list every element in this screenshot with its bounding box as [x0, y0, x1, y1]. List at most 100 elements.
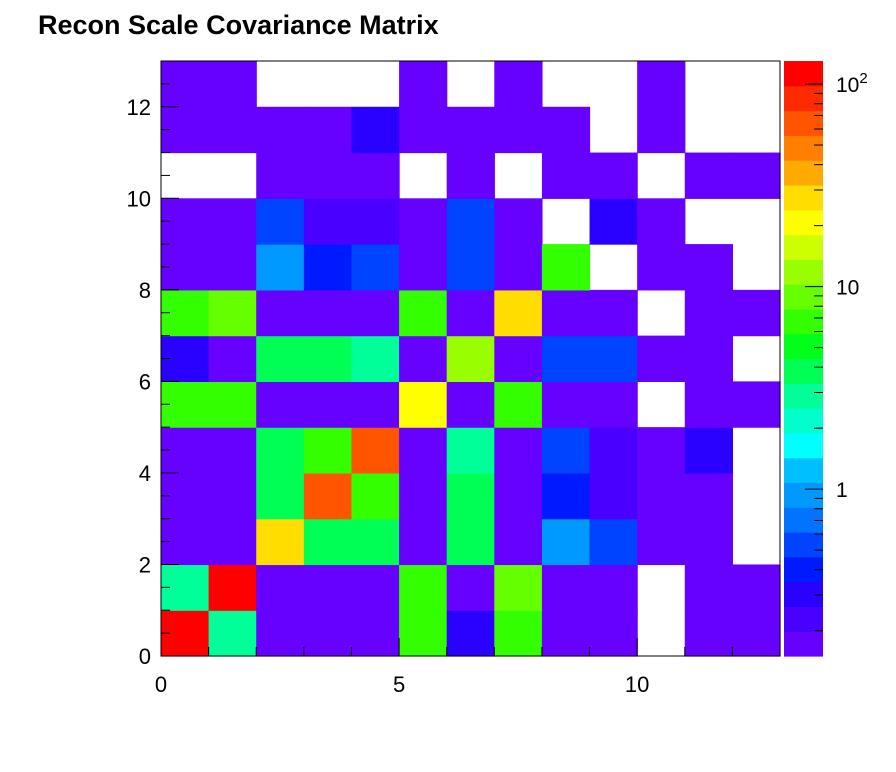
heatmap-cell	[399, 106, 448, 154]
heatmap-cell	[303, 198, 353, 245]
heatmap-cell	[351, 198, 400, 245]
heatmap-cell	[494, 335, 543, 382]
x-tick-label: 0	[155, 672, 167, 697]
heatmap-cell	[494, 610, 543, 657]
heatmap-cell	[351, 335, 400, 382]
color-palette: 1 10 102	[784, 61, 868, 657]
heatmap-cell	[446, 244, 495, 291]
heatmap-cell	[208, 564, 257, 611]
heatmap-cell	[399, 427, 448, 474]
palette-swatch	[784, 432, 823, 459]
heatmap-cell	[256, 472, 305, 520]
heatmap-cell	[256, 335, 305, 382]
heatmap-cell	[256, 427, 305, 474]
heatmap-cell	[589, 381, 638, 428]
heatmap-cell	[256, 198, 305, 245]
palette-swatch	[784, 507, 823, 533]
palette-swatch	[784, 606, 823, 632]
heatmap-cell	[637, 198, 686, 245]
palette-swatch	[784, 408, 823, 434]
heatmap-cell	[208, 335, 257, 382]
heatmap-cell	[351, 381, 400, 428]
heatmap-cell	[303, 289, 353, 337]
chart-title: Recon Scale Covariance Matrix	[38, 10, 439, 40]
heatmap-cell	[637, 472, 686, 520]
palette-swatch	[784, 333, 823, 360]
heatmap-cell	[589, 289, 638, 337]
palette-tick-label: 102	[836, 70, 868, 97]
heatmap-cell	[732, 152, 781, 199]
heatmap-cell	[446, 564, 495, 611]
heatmap-cell	[637, 335, 686, 382]
heatmap-cell	[637, 61, 686, 108]
heatmap-cell	[684, 244, 733, 291]
heatmap-cell	[637, 244, 686, 291]
heatmap-cell	[494, 106, 543, 154]
heatmap-cell	[399, 518, 448, 566]
heatmap-cell	[684, 564, 733, 611]
palette-swatch	[784, 532, 823, 558]
heatmap-cell	[303, 244, 353, 291]
heatmap-cell	[541, 610, 591, 657]
heatmap-cell	[303, 518, 353, 566]
palette-tick-label: 10	[836, 277, 859, 300]
palette-swatch	[784, 160, 823, 186]
palette-swatch	[784, 135, 823, 161]
palette-swatch	[784, 457, 823, 484]
heatmap-cell	[732, 610, 781, 657]
heatmap-cell	[208, 244, 257, 291]
heatmap-cell	[256, 152, 305, 199]
heatmap-cell	[399, 61, 448, 108]
y-tick-label: 2	[139, 552, 151, 577]
heatmap-cell	[589, 198, 638, 245]
heatmap-cell	[541, 518, 591, 566]
axes: 0 5 10 0 2 4 6 8 10 12	[127, 60, 781, 697]
heatmap-cell	[303, 472, 353, 520]
heatmap-cell	[351, 244, 400, 291]
heatmap-cell	[494, 244, 543, 291]
heatmap-cell	[684, 610, 733, 657]
heatmap-cell	[303, 106, 353, 154]
heatmap-cell	[399, 289, 448, 337]
heatmap-cell	[494, 518, 543, 566]
heatmap-cell	[303, 381, 353, 428]
heatmap-cell	[589, 152, 638, 199]
heatmap-cell	[351, 518, 400, 566]
heatmap-cell	[351, 564, 400, 611]
heatmap-cell	[494, 472, 543, 520]
heatmap-cell	[494, 427, 543, 474]
palette-swatch	[784, 61, 823, 87]
heatmap-cell	[494, 61, 543, 108]
heatmap-cell	[541, 152, 591, 199]
heatmap-cell	[399, 610, 448, 657]
x-tick-label: 10	[625, 672, 649, 697]
heatmap-cell	[637, 106, 686, 154]
heatmap-cell	[541, 106, 591, 154]
palette-swatch	[784, 234, 823, 260]
heatmap-cell	[399, 335, 448, 382]
heatmap-cell	[732, 381, 781, 428]
heatmap-cell	[589, 610, 638, 657]
heatmap-cell	[494, 289, 543, 337]
heatmap-cell	[399, 198, 448, 245]
heatmap-cell	[208, 518, 257, 566]
palette-swatch	[784, 358, 823, 384]
heatmap-cell	[208, 106, 257, 154]
palette-tick-label: 1	[836, 479, 848, 502]
y-tick-label: 12	[127, 95, 151, 120]
heatmap-cell	[541, 289, 591, 337]
heatmap-cell	[351, 106, 400, 154]
heatmap-cell	[208, 427, 257, 474]
y-tick-label: 4	[139, 461, 151, 486]
heatmap-cell	[446, 152, 495, 199]
heatmap-cell	[541, 335, 591, 382]
palette-swatch	[784, 308, 823, 335]
heatmap-cell	[541, 244, 591, 291]
heatmap-cell	[256, 106, 305, 154]
heatmap-cell	[446, 106, 495, 154]
heatmap-cell	[684, 335, 733, 382]
x-tick-label: 5	[393, 672, 405, 697]
heatmap-cell	[446, 335, 495, 382]
palette-swatch	[784, 581, 823, 608]
heatmap-cell	[256, 289, 305, 337]
